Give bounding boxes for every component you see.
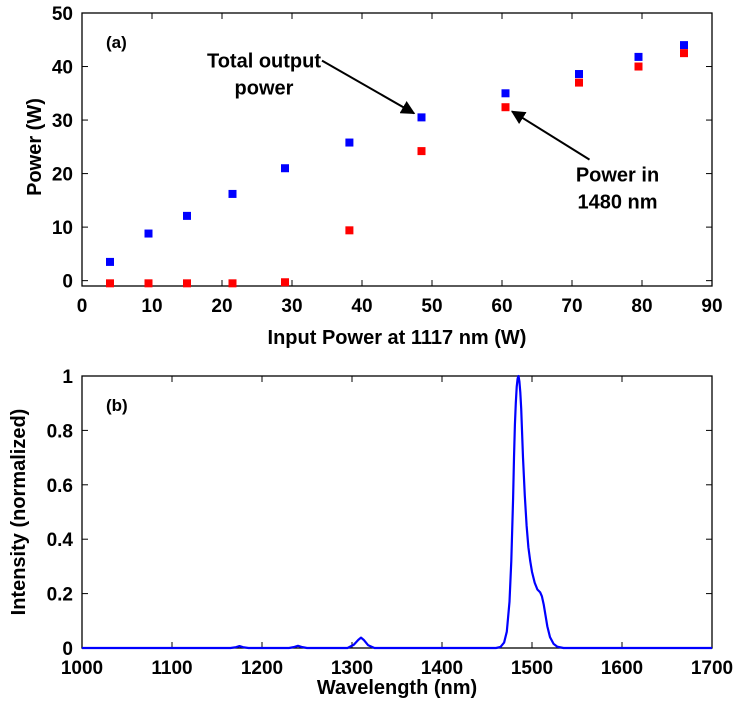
panel-b-axes: 1000 1100 1200 1300 1400 1500 1600 1700 0 0.2 0.4 0…	[47, 367, 734, 679]
panel-b-x-tick-label: 1500	[511, 658, 553, 679]
panel-a-axes: 0 10 20 30 40 50 60 70 80 90 0 10 20 30 40 50	[52, 4, 723, 317]
panel-a-x-tick-label: 10	[141, 296, 162, 317]
panel-b-spectrum-chart: 1000 1100 1200 1300 1400 1500 1600 1700 0 0.2 0.4 0…	[8, 367, 733, 699]
panel-b-y-axis-label: Intensity (normalized)	[8, 409, 30, 616]
power-1480-point	[106, 279, 114, 288]
annotation-text: power	[235, 78, 294, 100]
total-output-point	[345, 138, 354, 147]
total-output-point	[228, 189, 237, 198]
panel-b-x-tick-label: 1100	[151, 658, 192, 679]
total-output-point	[106, 257, 114, 266]
power-1480-point	[228, 279, 237, 288]
power-1480-point	[144, 279, 153, 288]
panel-b-y-tick-label: 0.4	[47, 530, 74, 551]
panel-a-x-tick-label: 80	[631, 296, 652, 317]
power-1480-point	[183, 279, 191, 288]
panel-a-plot-frame	[81, 12, 713, 287]
panel-a-y-tick-label: 0	[62, 272, 73, 293]
panel-a-x-tick-label: 30	[281, 296, 302, 317]
total-output-point	[417, 113, 426, 122]
total-output-point	[634, 52, 643, 61]
total-output-point	[281, 164, 289, 173]
panel-b-plot-frame	[81, 375, 713, 649]
panel-a-x-tick-label: 50	[421, 296, 442, 317]
panel-a-power-chart: 0 10 20 30 40 50 60 70 80 90 0 10 20 30 40 50 Total out…	[24, 4, 723, 349]
total-output-point	[183, 211, 191, 220]
annotation-text: Power in	[576, 165, 659, 187]
panel-b-y-tick-label: 1	[62, 367, 73, 388]
panel-a-y-tick-label: 30	[52, 111, 73, 132]
panel-b-y-tick-label: 0.6	[47, 476, 73, 497]
panel-a-y-tick-label: 20	[52, 165, 73, 186]
panel-a-label: (a)	[106, 33, 127, 52]
power-1480-point	[634, 62, 643, 71]
panel-a-x-axis-label: Input Power at 1117 nm (W)	[268, 327, 527, 349]
total-output-point	[575, 70, 583, 79]
panel-b-y-tick-label: 0	[62, 639, 73, 660]
total-output-point	[501, 89, 510, 98]
annotation-text: 1480 nm	[577, 192, 657, 214]
panel-b-x-axis-label: Wavelength (nm)	[317, 677, 477, 699]
total-output-point	[680, 41, 688, 50]
panel-a-x-tick-label: 60	[491, 296, 512, 317]
annotation-text: Total output	[207, 51, 321, 73]
power-1480-point	[575, 78, 583, 87]
panel-a-y-axis-label: Power (W)	[24, 98, 46, 196]
total-output-point	[144, 229, 153, 238]
panel-a-y-tick-label: 50	[52, 4, 73, 25]
panel-b-x-tick-label: 1300	[331, 658, 373, 679]
panel-b-y-tick-label: 0.2	[47, 585, 73, 606]
panel-a-x-tick-label: 0	[77, 296, 88, 317]
panel-a-y-tick-label: 10	[52, 218, 73, 239]
panel-b-label: (b)	[106, 396, 128, 415]
power-1480-point	[345, 226, 354, 235]
panel-b-x-tick-label: 1600	[601, 658, 643, 679]
panel-b-spectrum-line	[82, 374, 712, 650]
annotation-arrow	[510, 110, 591, 161]
panel-a-x-tick-label: 20	[211, 296, 232, 317]
panel-a-x-tick-label: 70	[561, 296, 582, 317]
power-1480-point	[281, 278, 289, 287]
panel-b-x-tick-label: 1400	[421, 658, 463, 679]
power-1480-point	[417, 147, 426, 156]
panel-b-x-tick-label: 1000	[61, 658, 103, 679]
panel-b-y-tick-label: 0.8	[47, 421, 73, 442]
power-1480-point	[501, 103, 510, 112]
panel-a-y-tick-label: 40	[52, 58, 73, 79]
panel-a-x-tick-label: 90	[701, 296, 722, 317]
panel-a-x-tick-label: 40	[351, 296, 372, 317]
power-1480-point	[680, 49, 688, 58]
panel-b-x-tick-label: 1700	[691, 658, 733, 679]
panel-a-annotations: Total output power Power in 1480 nm	[207, 51, 659, 214]
annotation-arrow	[321, 59, 416, 115]
panel-a-data-points	[106, 41, 688, 288]
panel-b-x-tick-label: 1200	[241, 658, 283, 679]
